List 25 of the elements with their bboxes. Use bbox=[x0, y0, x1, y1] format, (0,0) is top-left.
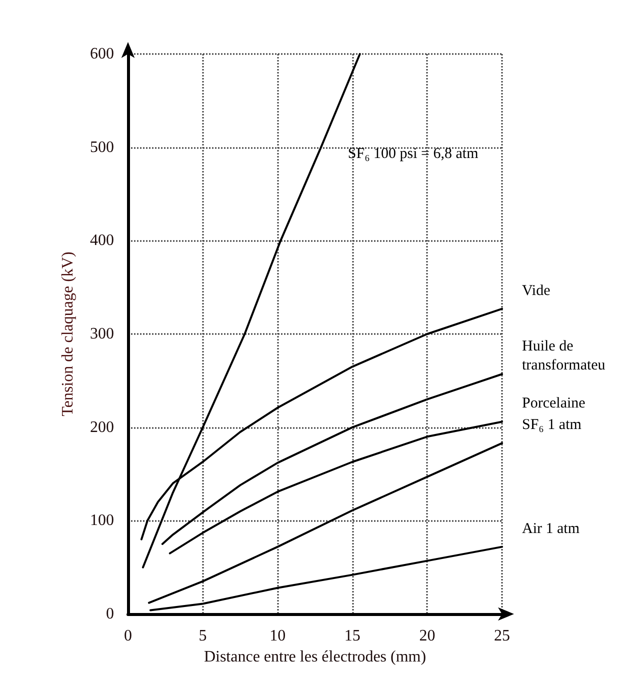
line-series bbox=[161, 373, 503, 545]
y-tick-label: 300 bbox=[90, 326, 114, 342]
series-label: Air 1 atm bbox=[522, 520, 580, 537]
series-label: Vide bbox=[522, 282, 551, 299]
line-series bbox=[149, 546, 503, 612]
y-tick-label: 400 bbox=[90, 232, 114, 250]
line-series bbox=[168, 420, 503, 554]
series-label: SF₆ 100 psi = 6,8 atm bbox=[348, 146, 479, 162]
x-tick-label: 15 bbox=[344, 628, 360, 644]
series-label: Huile de transformateu bbox=[522, 338, 606, 374]
series-label: Porcelaine bbox=[522, 396, 586, 412]
x-tick-label: 5 bbox=[198, 628, 207, 644]
y-tick-label: 600 bbox=[90, 46, 114, 62]
line-series bbox=[148, 442, 503, 604]
y-axis-title: Tension de claquage (kV) bbox=[60, 252, 76, 416]
x-tick-label: 20 bbox=[419, 628, 436, 644]
x-tick-label: 25 bbox=[494, 628, 510, 644]
y-tick-label: 200 bbox=[90, 418, 114, 436]
series-label: SF₆ 1 atm bbox=[522, 417, 582, 434]
x-tick-label: 10 bbox=[270, 628, 286, 644]
y-tick-label: 500 bbox=[90, 138, 114, 156]
x-tick-label: 0 bbox=[124, 628, 132, 644]
y-tick-label: 100 bbox=[90, 512, 114, 530]
y-tick-label: 0 bbox=[106, 606, 114, 622]
x-axis-title: Distance entre les électrodes (mm) bbox=[204, 648, 426, 666]
